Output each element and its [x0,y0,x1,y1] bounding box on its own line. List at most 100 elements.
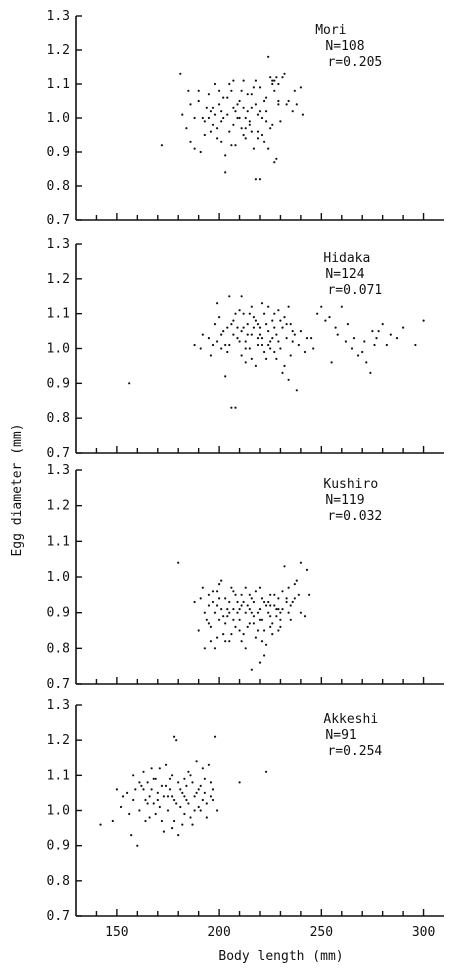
panel-3-data-point [269,625,272,629]
panel-2-data-point [275,357,278,360]
panel-2-data-point [222,330,225,333]
panel-1-data-point [224,154,227,157]
panel-4-y-tick-label: 1.2 [47,733,70,748]
panel-2-data-point [252,326,255,329]
panel-2-y-tick-label: 1.0 [47,342,70,357]
panel-2-y-tick-label: 1.2 [47,272,70,287]
panel-3-r-label: r=0.032 [327,509,382,524]
panel-4-data-point [136,844,139,847]
panel-3-data-point [254,636,257,639]
panel-4-data-point [177,834,180,837]
panel-2-data-point [285,337,288,340]
panel-4-data-point [164,763,168,766]
panel-4-data-point [191,823,194,826]
panel-3-data-point [232,590,235,593]
panel-2-data-point [267,330,270,333]
panel-2-data-point [216,340,219,343]
panel-3-data-point [265,604,268,607]
panel-3-data-point [224,640,227,643]
panel-4-data-point [173,735,176,738]
panel-3-data-point [236,600,239,604]
panel-3-data-point [281,608,284,611]
panel-3-data-point [222,633,225,636]
panel-2-data-point [265,323,268,326]
panel-1-data-point [228,130,231,133]
panel-2-y-tick-label: 0.9 [47,376,70,391]
panel-2-data-point [422,319,425,322]
x-axis-title: Body length (mm) [218,949,343,964]
panel-2-data-point [256,323,260,326]
panel-1-data-point [216,137,219,140]
panel-4-data-point [199,809,202,812]
panel-2-data-point [291,340,294,343]
panel-1-data-point [246,93,249,96]
panel-3-data-point [260,597,264,600]
panel-3-data-point [216,604,219,607]
panel-4-data-point [166,795,170,798]
panel-4-y-tick-label: 0.7 [47,909,70,924]
panel-3-data-point [242,633,245,636]
panel-2-data-point [305,337,309,340]
panel-4-data-point [154,812,157,816]
panel-4-data-point [146,781,149,784]
panel-1-data-point [179,72,182,75]
panel-2-data-point [250,357,253,360]
x-tick-label: 250 [310,925,333,940]
panel-2-data-point [220,333,223,336]
panel-1-data-point [244,127,247,130]
panel-2-data-point [254,364,257,367]
panel-3-data-point [279,611,282,614]
panel-2-data-point [263,350,266,354]
panel-3-data-point [240,640,243,643]
panel-2-data-point [209,354,212,357]
panel-1-data-point [197,99,200,103]
panel-3-data-point [207,593,210,596]
panel-3-data-point [216,590,219,593]
y-axis-title: Egg diameter (mm) [10,423,25,556]
panel-2-data-point [352,337,356,340]
panel-4-data-point [207,763,210,766]
panel-4-data-point [181,823,184,826]
panel-3-data-point [250,611,253,614]
panel-4-data-point [173,798,176,802]
panel-1-data-point [273,79,276,82]
panel-4-data-point [164,784,168,788]
panel-2-title: Hidaka [323,251,370,266]
panel-2-data-point [248,312,251,315]
panel-3-data-point [201,586,204,589]
panel-1-data-point [207,116,210,120]
panel-4-data-point [185,784,188,788]
panel-4-data-point [140,784,143,788]
panel-4-data-point [142,788,145,791]
panel-4-data-point [189,774,192,777]
panel-4-data-point [150,788,153,791]
panel-2-data-point [260,337,264,340]
panel-4-data-point [142,770,145,773]
panel-2-data-point [279,347,282,350]
x-tick-label: 300 [412,925,435,940]
panel-3-data-point [254,590,257,593]
panel-3-data-point [271,622,274,625]
panel-1-data-point [189,140,192,143]
panel-1-data-point [199,150,202,154]
panel-2-data-point [260,302,264,305]
panel-2-data-point [267,343,270,347]
panel-2-data-point [328,316,331,319]
panel-2-r-label: r=0.071 [327,283,382,298]
panel-4-data-point [238,781,241,784]
panel-3-data-point [271,633,274,636]
panel-3-data-point [203,611,206,614]
panel-3-data-point [289,604,292,607]
panel-3-data-point [232,608,235,611]
panel-1-data-point [216,127,219,130]
panel-2-data-point [281,326,284,329]
panel-3-data-point [222,615,225,618]
panel-2-data-point [252,316,255,319]
panel-2-data-point [295,389,298,392]
panel-1-data-point [291,110,294,113]
panel-2-data-point [128,382,131,385]
panel-3-data-point [285,597,288,600]
panel-4-data-point [132,798,135,802]
panel-1-y-tick-label: 0.7 [47,213,70,228]
panel-1-data-point [238,116,241,120]
